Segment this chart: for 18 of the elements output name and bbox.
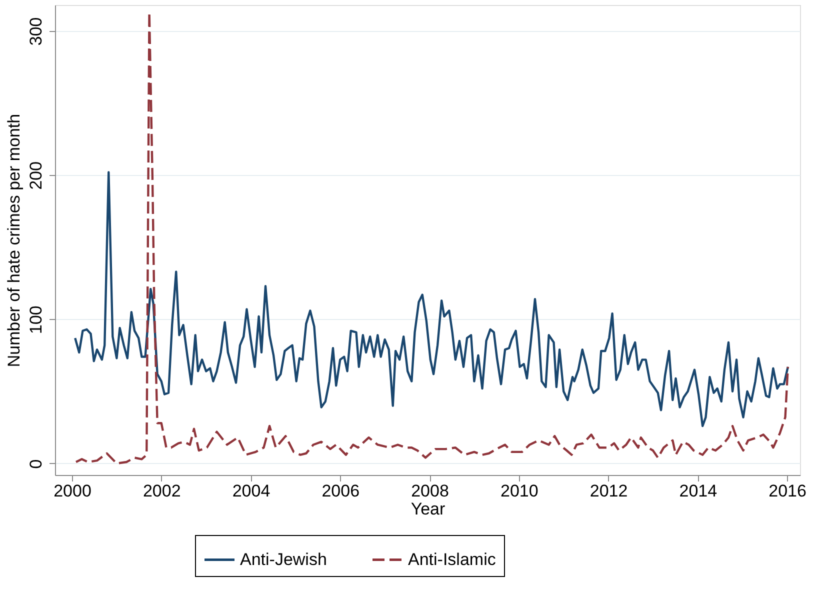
legend-label: Anti-Islamic [408, 550, 496, 569]
y-axis-title: Number of hate crimes per month [4, 114, 24, 368]
y-tick-label: 300 [26, 17, 46, 46]
x-tick-label: 2014 [679, 482, 718, 500]
x-tick-label: 2016 [768, 482, 806, 500]
x-axis-title: Year [410, 500, 446, 518]
x-tick-label: 2000 [54, 482, 92, 500]
x-tick-label: 2012 [590, 482, 628, 500]
y-tick-label: 200 [26, 161, 46, 190]
x-tick-label: 2010 [500, 482, 538, 500]
x-tick-label: 2002 [142, 482, 181, 500]
legend-label: Anti-Jewish [240, 550, 327, 569]
line-series [74, 171, 790, 428]
y-tick-label: 0 [26, 459, 46, 469]
x-tick-label: 2006 [322, 482, 360, 500]
y-tick-label: 100 [26, 306, 46, 334]
x-tick-label: 2008 [411, 482, 449, 500]
x-tick-label: 2004 [232, 482, 270, 500]
